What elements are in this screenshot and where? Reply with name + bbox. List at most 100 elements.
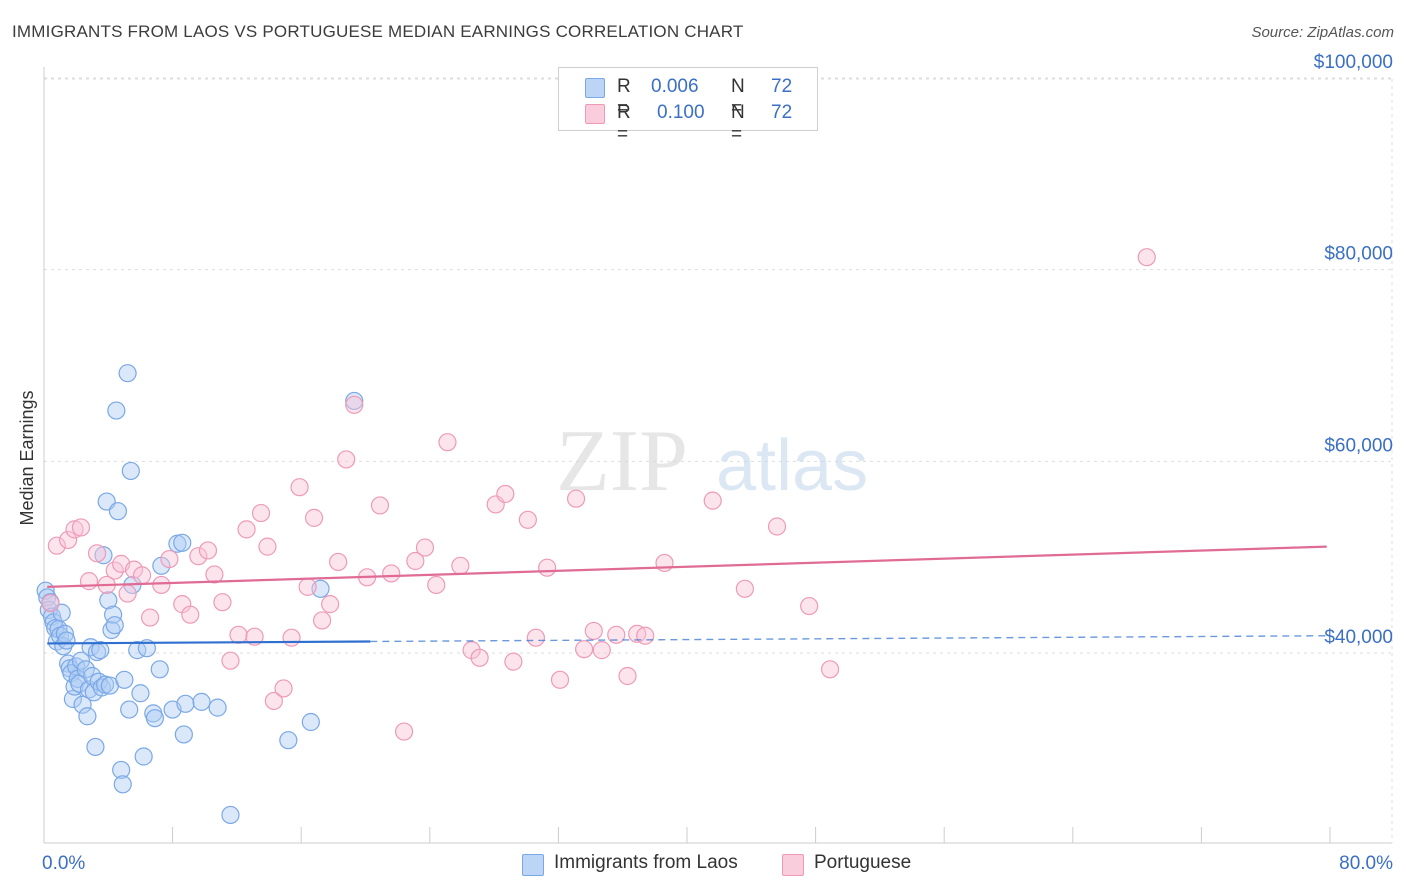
laos-trend-line bbox=[47, 640, 371, 645]
laos-point bbox=[78, 707, 97, 726]
portuguese-trend-line bbox=[47, 545, 1327, 588]
portuguese-point bbox=[65, 520, 84, 539]
chart-title: IMMIGRANTS FROM LAOS VS PORTUGUESE MEDIA… bbox=[12, 22, 744, 41]
portuguese-point bbox=[337, 450, 356, 469]
laos-point bbox=[279, 731, 298, 750]
y-axis-label: Median Earnings bbox=[17, 390, 37, 525]
laos-point bbox=[120, 700, 139, 719]
laos-point bbox=[134, 747, 153, 766]
laos-point bbox=[102, 620, 121, 640]
portuguese-point bbox=[237, 520, 256, 539]
legend-r-value: 0.100 bbox=[657, 102, 705, 123]
portuguese-point bbox=[518, 510, 537, 529]
portuguese-point bbox=[415, 538, 435, 557]
laos-point bbox=[131, 684, 150, 703]
legend-n-value: 72 bbox=[771, 76, 793, 97]
laos-point bbox=[208, 698, 227, 717]
laos-point bbox=[57, 631, 76, 650]
laos-point bbox=[105, 616, 124, 635]
portuguese-point bbox=[213, 593, 232, 612]
portuguese-point bbox=[370, 496, 390, 515]
portuguese-point bbox=[406, 551, 425, 571]
portuguese-point bbox=[566, 489, 586, 508]
laos-point bbox=[76, 660, 95, 679]
legend-r-label: R = bbox=[617, 76, 631, 119]
portuguese-point bbox=[189, 547, 208, 566]
portuguese-point bbox=[229, 625, 248, 644]
portuguese-point bbox=[703, 491, 722, 510]
portuguese-point bbox=[79, 572, 99, 591]
legend-r-value: 0.006 bbox=[651, 76, 699, 97]
laos-point bbox=[71, 651, 91, 670]
portuguese-point bbox=[59, 530, 78, 550]
laos-point bbox=[118, 364, 137, 383]
laos-point bbox=[121, 461, 140, 481]
portuguese-point bbox=[584, 621, 603, 641]
portuguese-point bbox=[198, 541, 218, 560]
portuguese-point bbox=[767, 517, 787, 536]
legend-swatch-laos bbox=[522, 854, 544, 876]
portuguese-point bbox=[245, 627, 264, 646]
legend-n-value: 72 bbox=[771, 102, 793, 123]
portuguese-point bbox=[1137, 248, 1156, 267]
portuguese-point bbox=[205, 565, 224, 584]
portuguese-point bbox=[550, 670, 570, 689]
portuguese-point bbox=[264, 691, 283, 711]
portuguese-point bbox=[105, 561, 124, 580]
portuguese-point bbox=[438, 433, 457, 452]
portuguese-point bbox=[607, 625, 626, 644]
laos-point bbox=[176, 694, 195, 713]
portuguese-point bbox=[41, 594, 60, 613]
portuguese-point bbox=[496, 484, 515, 504]
laos-point bbox=[108, 502, 128, 521]
laos-point bbox=[112, 760, 131, 780]
legend-label-laos: Immigrants from Laos bbox=[554, 852, 738, 873]
portuguese-point bbox=[504, 652, 523, 671]
portuguese-point bbox=[140, 608, 160, 627]
stats-legend: R = 0.006 N = 72 R = 0.100 N = 72 bbox=[558, 67, 818, 145]
laos-point bbox=[94, 546, 113, 565]
portuguese-point bbox=[655, 553, 674, 573]
y-tick-label: $80,000 bbox=[1324, 244, 1393, 265]
laos-point bbox=[345, 391, 364, 411]
portuguese-point bbox=[321, 595, 340, 614]
portuguese-point bbox=[382, 564, 401, 583]
portuguese-point bbox=[329, 552, 348, 572]
y-tick-label: $40,000 bbox=[1324, 627, 1393, 648]
laos-point bbox=[137, 639, 156, 658]
legend-swatch-portuguese bbox=[585, 104, 605, 124]
portuguese-point bbox=[290, 478, 309, 497]
y-tick-label: $100,000 bbox=[1314, 52, 1393, 73]
y-tick-label: $60,000 bbox=[1324, 435, 1393, 456]
axes: $40,000 $60,000 $80,000 $100,000 0.0% 80.0% bbox=[42, 52, 1393, 874]
portuguese-point bbox=[181, 605, 200, 624]
laos-point bbox=[301, 712, 320, 732]
watermark: ZIP atlas bbox=[556, 413, 868, 510]
portuguese-point bbox=[118, 584, 137, 603]
portuguese-point bbox=[47, 536, 66, 555]
portuguese-point bbox=[394, 722, 414, 741]
legend-label-portuguese: Portuguese bbox=[814, 852, 912, 873]
watermark-atlas: atlas bbox=[716, 426, 868, 506]
laos-point bbox=[173, 533, 192, 552]
legend-swatch-laos bbox=[585, 78, 605, 98]
laos-point bbox=[145, 709, 165, 728]
watermark-zip: ZIP bbox=[556, 413, 688, 510]
laos-point bbox=[99, 591, 118, 610]
portuguese-point bbox=[592, 641, 611, 660]
portuguese-point bbox=[451, 556, 470, 575]
portuguese-point bbox=[71, 518, 91, 537]
legend-n-label: N = bbox=[731, 102, 745, 145]
portuguese-point bbox=[132, 566, 152, 585]
portuguese-point bbox=[526, 628, 545, 647]
laos-point bbox=[91, 641, 110, 660]
portuguese-point bbox=[800, 596, 819, 616]
laos-point bbox=[113, 775, 132, 794]
laos-point bbox=[150, 660, 169, 679]
portuguese-point bbox=[538, 558, 557, 577]
laos-point bbox=[86, 737, 105, 757]
portuguese-point bbox=[152, 575, 171, 595]
source-label: Source: ZipAtlas.com bbox=[1251, 24, 1394, 41]
portuguese-point bbox=[274, 679, 293, 698]
